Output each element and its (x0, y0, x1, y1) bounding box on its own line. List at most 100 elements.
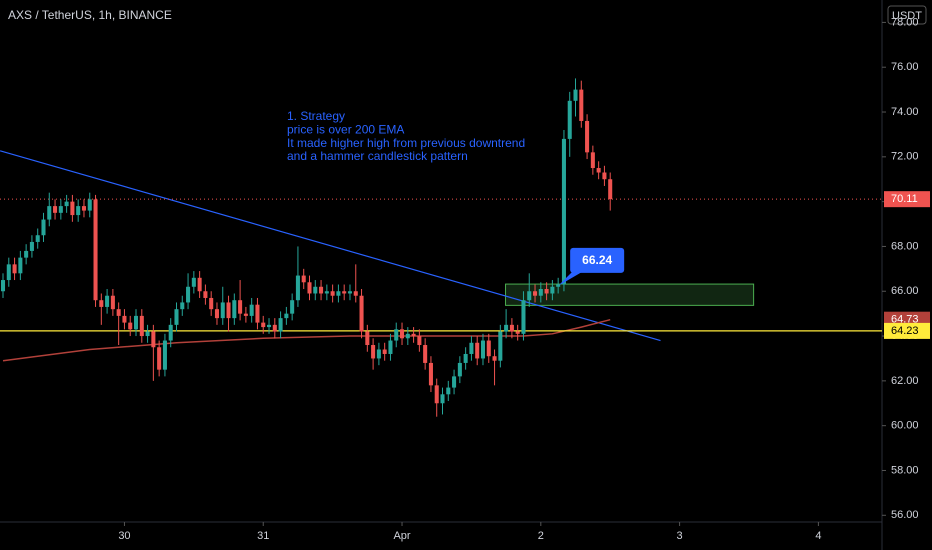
candle-body (342, 291, 347, 294)
candle-body (70, 201, 75, 216)
candle-body (133, 315, 139, 330)
candle-body (35, 235, 40, 242)
candle-body (365, 331, 370, 346)
x-tick-label: 2 (538, 530, 544, 542)
candle-body (498, 331, 503, 361)
annotation-text: It made higher high from previous downtr… (287, 136, 525, 150)
candle-body (347, 291, 353, 294)
candle-body (423, 345, 428, 363)
ema-label: 64.73 (891, 314, 919, 326)
y-tick-label: 62.00 (891, 375, 919, 387)
candle-body (307, 282, 312, 294)
candle-body (191, 277, 196, 287)
price-axis (882, 0, 932, 550)
candle-body (139, 315, 144, 337)
candle-body (6, 264, 11, 281)
candle-body (313, 286, 318, 294)
candle-body (226, 302, 231, 319)
candle-body (53, 206, 58, 213)
candle-body (174, 309, 179, 325)
y-tick-label: 72.00 (891, 151, 919, 163)
zone-box (505, 283, 755, 306)
candle-body (521, 300, 526, 334)
candle-body (301, 275, 306, 283)
candle-body (440, 394, 445, 404)
candle-body (243, 313, 248, 316)
candle-body (504, 324, 509, 332)
chart-title: AXS / TetherUS, 1h, BINANCE (8, 8, 172, 22)
y-tick-label: 76.00 (891, 61, 919, 73)
x-tick-label: 3 (677, 530, 683, 542)
candle-body (480, 340, 486, 359)
callout-label: 66.24 (582, 253, 612, 267)
y-tick-label: 78.00 (891, 16, 919, 28)
candle-body (567, 100, 572, 139)
candle-body (509, 324, 514, 332)
x-tick-label: 30 (118, 530, 130, 542)
candle-body (76, 206, 81, 216)
candle-body (475, 342, 480, 359)
candle-body (278, 318, 283, 332)
candle-body (87, 199, 92, 211)
candle-body (272, 324, 277, 332)
candle-body (157, 347, 162, 370)
candle-body (376, 349, 381, 359)
candle-body (24, 250, 29, 258)
candle-body (214, 309, 219, 319)
currency-box[interactable] (887, 5, 927, 25)
candle-body (417, 336, 422, 346)
candle-body (492, 356, 497, 361)
candle-body (527, 291, 532, 301)
candle-body (556, 284, 561, 287)
candle-body (602, 172, 607, 180)
candle-body (469, 342, 474, 354)
candle-body (550, 286, 555, 294)
candle-body (330, 291, 335, 296)
candle-body (81, 206, 86, 211)
last-price-label: 70.11 (891, 193, 918, 205)
candle-body (41, 219, 46, 236)
candle-body (122, 315, 127, 323)
candle-body (18, 257, 23, 274)
candle-body (428, 362, 433, 386)
candle-body (266, 324, 272, 328)
annotation-text: 1. Strategy (287, 109, 345, 123)
candle-body (249, 304, 254, 316)
candle-body (434, 385, 439, 404)
candle-body (232, 300, 237, 319)
candle-body (168, 324, 173, 341)
candle-body (585, 120, 590, 153)
x-tick-label: Apr (393, 530, 410, 542)
candle-body (515, 331, 520, 334)
candle-body (284, 313, 289, 319)
candle-body (295, 275, 300, 301)
candle-body (544, 289, 549, 294)
y-tick-label: 58.00 (891, 464, 919, 476)
candle-body (29, 241, 34, 251)
candle-body (64, 201, 69, 207)
candle-body (203, 291, 208, 298)
candle-body (359, 295, 364, 332)
candle-body (533, 291, 538, 296)
candle-body (0, 280, 6, 292)
candle-body (290, 300, 295, 314)
candle-body (255, 304, 260, 323)
candle-body (162, 340, 167, 370)
candle-body (261, 322, 266, 328)
currency[interactable]: USDT (892, 10, 922, 22)
candle-body (538, 289, 543, 296)
candle-body (319, 286, 324, 294)
candle-body (105, 295, 110, 307)
candle-body (382, 349, 387, 354)
candle-body (128, 322, 133, 330)
annotation-text: and a hammer candlestick pattern (287, 149, 468, 163)
annotation-text: price is over 200 EMA (287, 122, 404, 136)
candle-body (486, 340, 491, 357)
last-price-label-box (884, 191, 930, 208)
candle-body (186, 286, 191, 303)
candle-body (561, 138, 566, 285)
y-tick-label: 66.00 (891, 285, 919, 297)
candle-body (452, 376, 457, 388)
x-tick-label: 4 (815, 530, 821, 542)
